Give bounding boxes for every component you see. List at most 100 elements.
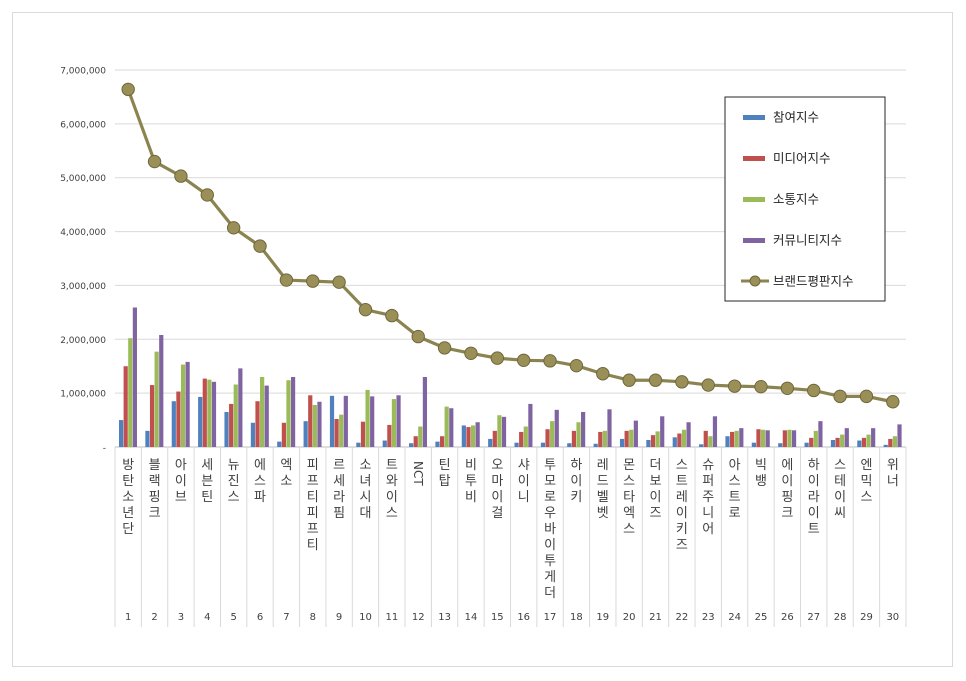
line-point (332, 275, 346, 289)
bar-4 (528, 403, 533, 447)
bar-4 (290, 376, 296, 447)
bar-4 (791, 430, 797, 447)
bar-3 (207, 379, 212, 447)
rank-label: 12 (412, 612, 425, 623)
y-tick-label: 4,000,000 (60, 228, 106, 238)
bar-2 (466, 427, 471, 447)
bar-1 (277, 441, 282, 447)
line-point (622, 373, 636, 387)
bar-3 (470, 425, 476, 447)
line-point (200, 188, 214, 202)
bar-1 (567, 443, 572, 447)
bar-4 (739, 428, 744, 447)
bar-3 (550, 421, 555, 447)
bar-2 (730, 431, 735, 447)
bar-1 (883, 444, 888, 447)
bar-2 (835, 437, 840, 447)
bar-4 (317, 401, 322, 447)
rank-label: 1 (125, 612, 131, 623)
rank-label: 3 (178, 612, 184, 623)
bar-2 (413, 436, 418, 447)
bar-3 (840, 434, 845, 447)
bar-1 (830, 439, 836, 447)
line-point (859, 389, 874, 404)
rank-label: 2 (151, 612, 157, 623)
bar-1 (224, 411, 229, 447)
bar-3 (734, 430, 739, 447)
line-point (754, 379, 768, 394)
chart-frame: - 1,000,000 2,000,000 3,000,000 4,000,000 5,0… (12, 12, 953, 667)
legend-label: 미디어지수 (773, 151, 831, 166)
y-tick-label: 7,000,000 (60, 67, 106, 77)
bar-1 (171, 401, 176, 447)
bar-2 (861, 437, 867, 447)
y-tick-label: 3,000,000 (60, 282, 106, 292)
legend-label: 소통지수 (773, 192, 819, 207)
y-tick-label: 1,000,000 (60, 390, 106, 400)
y-tick-label: 2,000,000 (60, 336, 106, 346)
line-point (279, 273, 294, 287)
rank-label: 21 (649, 612, 662, 623)
bar-4 (897, 424, 902, 447)
bar-2 (571, 430, 577, 447)
legend-swatch (743, 156, 765, 161)
bar-2 (387, 424, 392, 447)
rank-label: 28 (834, 612, 847, 623)
rank-label: 20 (623, 612, 636, 623)
bar-2 (809, 437, 814, 447)
bar-1 (356, 442, 361, 447)
rank-label: 9 (336, 612, 342, 623)
bar-2 (439, 436, 445, 447)
bar-4 (264, 385, 269, 447)
rank-label: 17 (544, 612, 557, 623)
bar-3 (286, 380, 291, 447)
line-point (648, 373, 663, 387)
rank-label: 11 (385, 612, 398, 623)
bar-3 (154, 351, 159, 447)
bar-3 (787, 429, 792, 447)
bar-2 (255, 401, 260, 447)
bar-4 (132, 307, 137, 447)
line-point (464, 346, 478, 360)
line-point (385, 308, 399, 323)
bar-1 (540, 442, 546, 447)
rank-label: 6 (257, 612, 263, 623)
bar-3 (576, 422, 581, 447)
bar-3 (813, 430, 818, 447)
bar-2 (703, 430, 708, 447)
rank-label: 26 (781, 612, 794, 623)
legend-label: 커뮤니티지수 (773, 233, 842, 248)
line-point (490, 351, 505, 365)
bar-3 (629, 429, 634, 447)
bar-1 (118, 420, 124, 447)
bar-3 (312, 404, 317, 447)
bar-3 (760, 429, 766, 447)
bar-4 (238, 368, 243, 447)
rank-label: 10 (359, 612, 372, 623)
bar-4 (765, 430, 770, 447)
bar-2 (176, 391, 181, 447)
bar-1 (778, 443, 783, 447)
rank-label: 29 (860, 612, 873, 623)
legend-swatch (743, 197, 765, 202)
bar-4 (501, 416, 507, 447)
bar-3 (444, 406, 449, 447)
bar-3 (128, 338, 133, 447)
line-point (596, 367, 610, 381)
bar-1 (145, 430, 150, 447)
y-tick-label: 5,000,000 (60, 174, 106, 184)
bar-2 (888, 438, 893, 447)
